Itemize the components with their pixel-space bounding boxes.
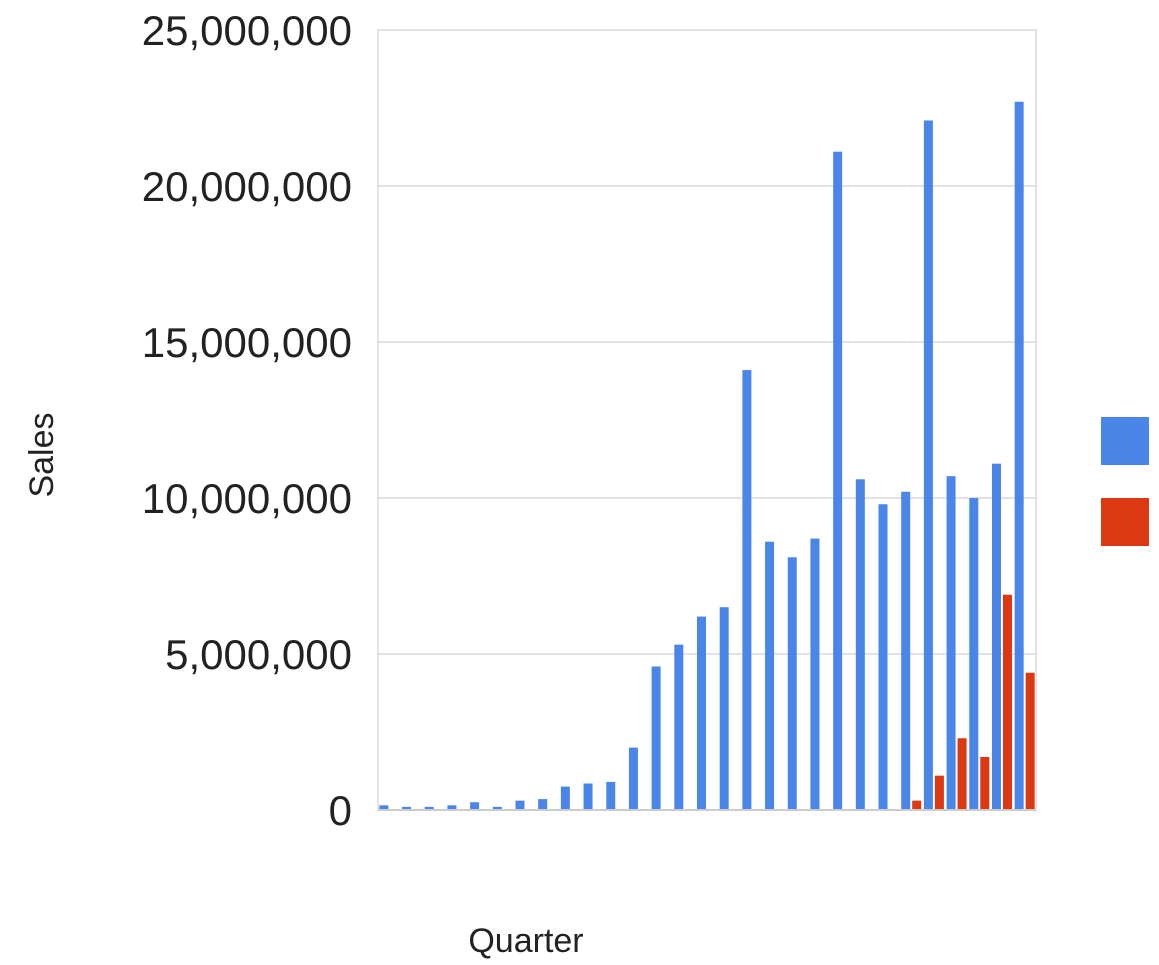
bars — [379, 101, 1035, 811]
bar-series-1 — [697, 616, 706, 810]
legend-swatch-series-2 — [1101, 498, 1149, 546]
bar-series-1 — [583, 783, 593, 810]
bar-series-1 — [719, 607, 729, 810]
bar-series-1 — [424, 806, 434, 810]
bar-series-2 — [1025, 672, 1035, 810]
bar-series-1 — [447, 805, 457, 810]
y-tick-label: 5,000,000 — [165, 631, 352, 678]
bar-series-1 — [923, 120, 933, 811]
y-tick-label: 20,000,000 — [142, 163, 352, 210]
bar-series-1 — [765, 541, 775, 810]
bar-series-1 — [492, 806, 502, 810]
y-axis-title: Sales — [23, 412, 61, 497]
bar-series-1 — [742, 370, 752, 810]
bar-series-1 — [878, 504, 888, 810]
bar-series-1 — [651, 666, 661, 810]
bar-series-1 — [470, 802, 480, 810]
bar-series-1 — [515, 800, 525, 810]
bar-series-2 — [934, 775, 944, 810]
y-tick-label: 0 — [329, 787, 352, 834]
bar-series-2 — [957, 738, 967, 810]
y-tick-label: 25,000,000 — [142, 7, 352, 54]
bar-series-1 — [379, 805, 389, 810]
bar-series-1 — [991, 463, 1001, 810]
bar-series-2 — [980, 756, 990, 810]
bar-series-2 — [912, 800, 922, 810]
bar-series-1 — [606, 781, 616, 810]
bar-series-1 — [628, 747, 638, 810]
bar-series-1 — [787, 557, 797, 810]
bar-series-1 — [674, 644, 684, 810]
y-tick-label: 10,000,000 — [142, 475, 352, 522]
y-axis-ticks: 0 5,000,000 10,000,000 15,000,000 20,000,000… — [142, 7, 352, 834]
bar-series-1 — [855, 479, 865, 810]
bar-series-2 — [1002, 594, 1012, 810]
bar-series-1 — [901, 491, 911, 810]
legend-swatch-series-1 — [1101, 417, 1149, 465]
bar-series-1 — [810, 538, 820, 810]
bar-series-1 — [538, 799, 548, 810]
bar-series-1 — [969, 498, 979, 810]
bar-series-1 — [560, 786, 570, 810]
y-tick-label: 15,000,000 — [142, 319, 352, 366]
bar-series-1 — [833, 151, 843, 810]
bar-series-1 — [1014, 101, 1024, 810]
x-axis-title: Quarter — [468, 922, 583, 960]
legend — [1101, 417, 1149, 546]
bar-series-1 — [402, 806, 412, 810]
plot-area — [377, 29, 1037, 811]
bar-series-1 — [946, 476, 956, 810]
